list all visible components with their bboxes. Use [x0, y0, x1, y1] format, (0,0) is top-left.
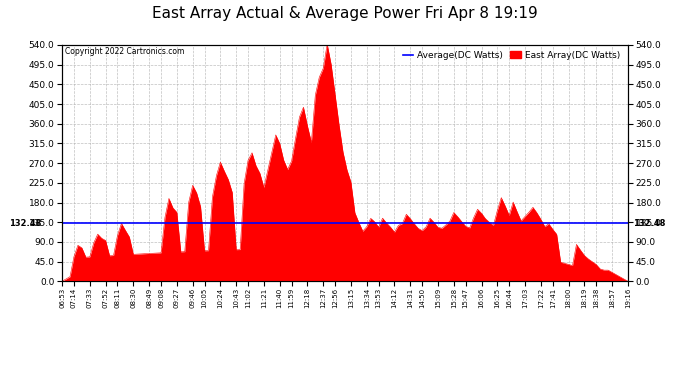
Text: Copyright 2022 Cartronics.com: Copyright 2022 Cartronics.com — [65, 47, 184, 56]
Legend: Average(DC Watts), East Array(DC Watts): Average(DC Watts), East Array(DC Watts) — [399, 47, 623, 63]
Text: 132.48: 132.48 — [633, 219, 666, 228]
Text: East Array Actual & Average Power Fri Apr 8 19:19: East Array Actual & Average Power Fri Ap… — [152, 6, 538, 21]
Text: 132.48: 132.48 — [10, 219, 41, 228]
